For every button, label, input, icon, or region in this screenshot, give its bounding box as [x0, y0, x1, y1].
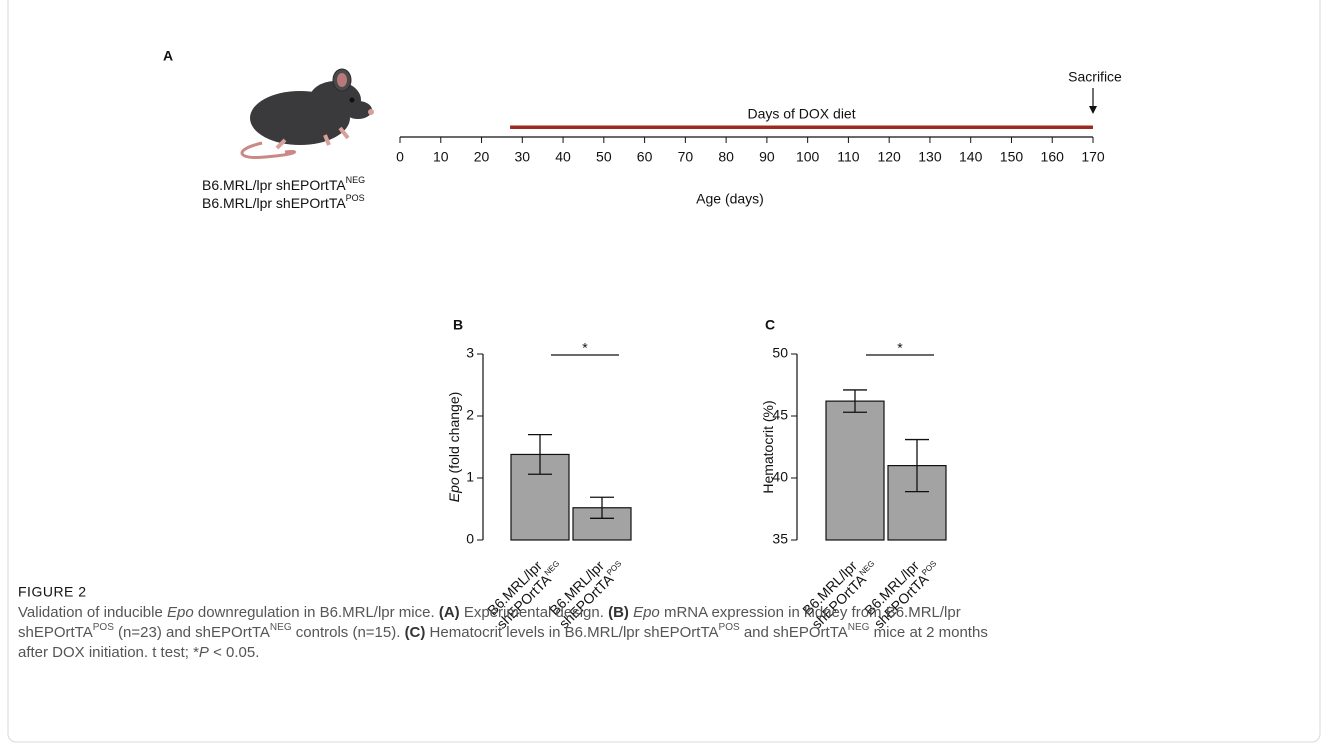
- caption-line: shEPOrtTAPOS (n=23) and shEPOrtTANEG con…: [18, 622, 988, 641]
- superscript: POS: [346, 193, 365, 203]
- y-label-text: (fold change): [446, 392, 462, 478]
- bar: [826, 401, 884, 540]
- superscript: POS: [719, 622, 740, 633]
- x-tick-label: 160: [1041, 149, 1065, 165]
- x-tick-label: 40: [555, 149, 571, 165]
- caption-run: shEPOrtTA: [18, 624, 93, 641]
- panel-label: A: [163, 48, 173, 64]
- superscript: POS: [93, 622, 114, 633]
- caption-run: P: [199, 644, 209, 661]
- superscript: NEG: [542, 559, 561, 578]
- arrow-head: [1089, 106, 1097, 114]
- mouse-illustration: [242, 69, 374, 158]
- caption-heading: FIGURE 2: [18, 584, 87, 600]
- superscript: POS: [605, 559, 623, 577]
- caption-run: Experimental design.: [460, 604, 608, 621]
- x-tick-label: 70: [678, 149, 694, 165]
- caption-run: (n=23) and shEPOrtTA: [114, 624, 270, 641]
- y-axis-label: Hematocrit (%): [760, 400, 776, 493]
- superscript: POS: [920, 559, 938, 577]
- superscript: NEG: [857, 559, 876, 578]
- event-label: Sacrifice: [1068, 69, 1122, 85]
- group-label: B6.MRL/lpr shEPOrtTANEG: [202, 175, 365, 192]
- x-tick-label: 20: [474, 149, 490, 165]
- x-axis-label: Age (days): [696, 191, 764, 207]
- significance-label: *: [897, 340, 903, 356]
- x-tick-label: 80: [718, 149, 734, 165]
- x-tick-label: 150: [1000, 149, 1024, 165]
- y-tick-label: 1: [466, 469, 474, 485]
- x-tick-label: 130: [918, 149, 942, 165]
- x-tick-label: 10: [433, 149, 449, 165]
- caption-run: Epo: [167, 604, 194, 621]
- x-tick-label: 170: [1081, 149, 1105, 165]
- caption-run: Hematocrit levels in B6.MRL/lpr shEPOrtT…: [425, 624, 718, 641]
- caption-run: after DOX initiation. t test; *: [18, 644, 199, 661]
- y-tick-label: 3: [466, 345, 474, 361]
- caption-run: downregulation in B6.MRL/lpr mice.: [194, 604, 439, 621]
- x-tick-label: 30: [515, 149, 531, 165]
- group-name: B6.MRL/lpr shEPOrtTA: [202, 177, 346, 193]
- group-label: B6.MRL/lpr shEPOrtTAPOS: [202, 193, 365, 210]
- caption-line: after DOX initiation. t test; *P < 0.05.: [18, 644, 259, 661]
- caption-run: (B): [608, 604, 629, 621]
- y-tick-label: 50: [772, 345, 788, 361]
- y-label-text: Hematocrit (%): [760, 400, 776, 493]
- caption-run: Epo: [633, 604, 660, 621]
- superscript: NEG: [848, 622, 870, 633]
- x-tick-label: 110: [837, 149, 860, 165]
- figure: A010203040506070809010011012013014015016…: [0, 0, 1329, 752]
- caption-line: Validation of inducible Epo downregulati…: [18, 604, 961, 621]
- y-label-italic: Epo: [446, 477, 462, 502]
- caption-run: (C): [405, 624, 426, 641]
- superscript: NEG: [346, 175, 366, 185]
- y-tick-label: 0: [466, 531, 474, 547]
- significance-label: *: [582, 340, 588, 356]
- y-tick-label: 35: [772, 531, 788, 547]
- x-tick-label: 120: [877, 149, 901, 165]
- dox-period: [510, 126, 1093, 130]
- x-tick-label: 50: [596, 149, 612, 165]
- caption-run: Validation of inducible: [18, 604, 167, 621]
- caption-run: mice at 2 months: [869, 624, 987, 641]
- caption-run: and shEPOrtTA: [740, 624, 848, 641]
- y-axis-label: Epo (fold change): [446, 392, 462, 503]
- x-tick-label: 90: [759, 149, 775, 165]
- caption-run: < 0.05.: [209, 644, 259, 661]
- caption-run: controls (n=15).: [292, 624, 405, 641]
- period-label: Days of DOX diet: [747, 106, 855, 122]
- superscript: NEG: [270, 622, 292, 633]
- caption-run: (A): [439, 604, 460, 621]
- x-tick-label: 0: [396, 149, 404, 165]
- x-tick-label: 100: [796, 149, 820, 165]
- panel-label: C: [765, 317, 775, 333]
- y-tick-label: 2: [466, 407, 474, 423]
- x-tick-label: 140: [959, 149, 983, 165]
- x-tick-label: 60: [637, 149, 653, 165]
- group-name: B6.MRL/lpr shEPOrtTA: [202, 195, 346, 211]
- panel-label: B: [453, 317, 463, 333]
- caption-run: mRNA expression in kidney from B6.MRL/lp…: [660, 604, 961, 621]
